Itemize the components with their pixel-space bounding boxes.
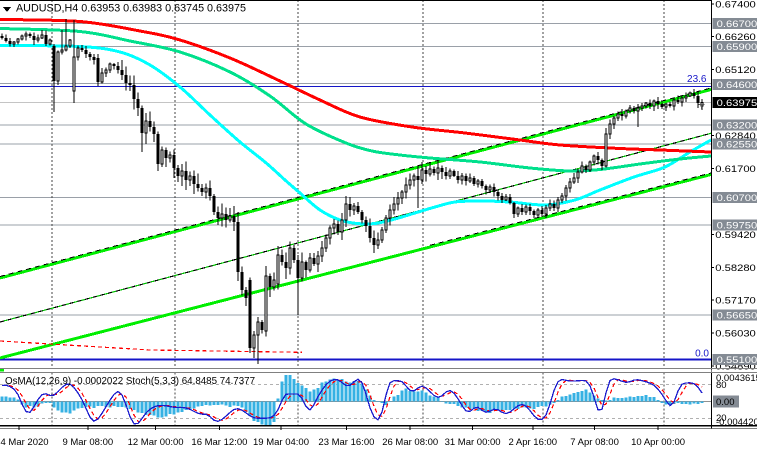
svg-text:23.6: 23.6: [687, 74, 707, 85]
svg-text:16 Mar 12:00: 16 Mar 12:00: [191, 437, 247, 448]
svg-text:0.66260: 0.66260: [715, 32, 756, 43]
svg-text:0.59750: 0.59750: [717, 221, 757, 232]
svg-text:OsMA(12,26,9) -0.0002022 Stoc: OsMA(12,26,9) -0.0002022 Stoch(5,3,3) 64…: [5, 375, 255, 387]
svg-text:0.57170: 0.57170: [715, 295, 756, 306]
svg-text:0.62550: 0.62550: [717, 140, 757, 151]
svg-text:26 Mar 08:00: 26 Mar 08:00: [382, 437, 438, 448]
svg-text:0.64600: 0.64600: [717, 80, 757, 91]
svg-text:4 Mar 2020: 4 Mar 2020: [1, 437, 49, 448]
svg-text:0.66700: 0.66700: [717, 19, 757, 30]
svg-text:0.67400: 0.67400: [715, 0, 756, 11]
svg-text:31 Mar 00:00: 31 Mar 00:00: [445, 437, 501, 448]
svg-text:0.60700: 0.60700: [717, 193, 757, 204]
svg-text:0.62840: 0.62840: [715, 131, 756, 142]
svg-text:19 Mar 04:00: 19 Mar 04:00: [253, 437, 309, 448]
svg-text:0.65120: 0.65120: [715, 65, 756, 76]
svg-text:20: 20: [716, 413, 727, 424]
svg-text:0.56650: 0.56650: [717, 311, 757, 322]
svg-text:0.56030: 0.56030: [715, 329, 756, 340]
svg-text:0.58280: 0.58280: [715, 263, 756, 274]
svg-text:2 Apr 16:00: 2 Apr 16:00: [508, 437, 557, 448]
svg-text:0.54890: 0.54890: [715, 362, 756, 373]
svg-text:23 Mar 16:00: 23 Mar 16:00: [318, 437, 374, 448]
svg-text:0.00: 0.00: [716, 397, 735, 408]
svg-text:0.59420: 0.59420: [715, 230, 756, 241]
svg-text:-0.0044205: -0.0044205: [716, 417, 757, 428]
svg-text:9 Mar 08:00: 9 Mar 08:00: [62, 437, 113, 448]
svg-text:0.0043615: 0.0043615: [716, 373, 757, 384]
svg-text:7 Apr 08:00: 7 Apr 08:00: [570, 437, 619, 448]
svg-text:0.55100: 0.55100: [717, 355, 757, 366]
svg-text:0.65900: 0.65900: [717, 42, 757, 53]
svg-text:0.0: 0.0: [695, 349, 709, 360]
svg-text:12 Mar 00:00: 12 Mar 00:00: [128, 437, 184, 448]
svg-text:10 Apr 00:00: 10 Apr 00:00: [631, 437, 685, 448]
svg-text:80: 80: [716, 380, 727, 391]
svg-text:0.63200: 0.63200: [717, 121, 757, 132]
svg-text:AUDUSD,H4 0.63953 0.63983 0.6: AUDUSD,H4 0.63953 0.63983 0.63745 0.6397…: [16, 3, 246, 15]
svg-text:0.63975: 0.63975: [717, 98, 757, 109]
svg-text:0.61700: 0.61700: [715, 164, 756, 175]
